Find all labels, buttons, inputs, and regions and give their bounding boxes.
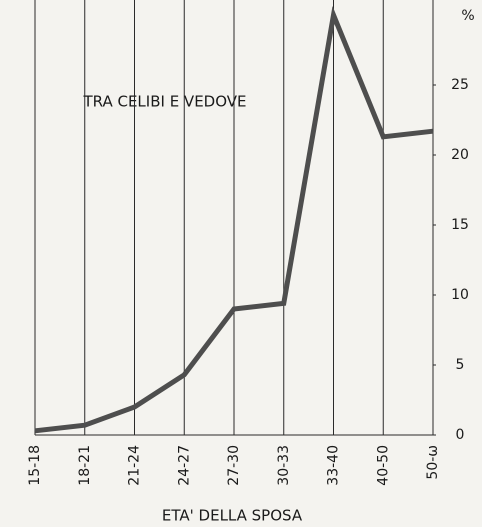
x-tick-label: 21-24 — [127, 445, 143, 486]
x-tick-label: 33-40 — [326, 445, 342, 486]
x-tick-label: 24-27 — [176, 445, 192, 486]
y-tick-label: 10 — [451, 287, 469, 303]
data-line — [34, 5, 434, 434]
x-tick-label: 50-ω — [425, 445, 441, 480]
y-tick-label: 5 — [456, 357, 465, 373]
y-tick-label: 15 — [451, 217, 469, 233]
y-tick-label: 0 — [456, 427, 465, 443]
annotation: TRA CELIBI E VEDOVE — [82, 93, 246, 111]
x-tick-label: 18-21 — [77, 445, 93, 486]
x-axis-label: ETA' DELLA SPOSA — [162, 507, 303, 525]
y-tick-label: 25 — [451, 77, 469, 93]
x-tick-label: 40-50 — [375, 445, 391, 486]
x-tick-label: 30-33 — [276, 445, 292, 486]
y-axis-label: % — [461, 8, 474, 24]
x-tick-label: 27-30 — [226, 445, 242, 486]
y-tick-label: 20 — [451, 147, 469, 163]
x-tick-label: 15-18 — [27, 445, 43, 486]
